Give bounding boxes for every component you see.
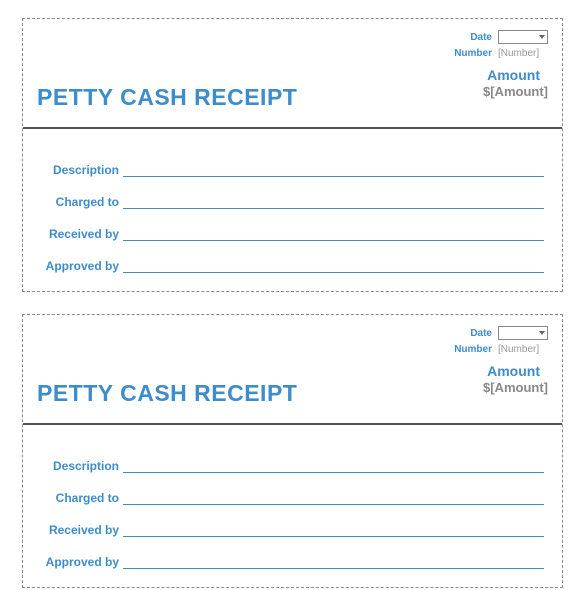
field-charged-to: Charged to [41, 485, 544, 505]
charged-to-label: Charged to [41, 195, 123, 209]
receipt-meta: Date Number [Number] Amount $[Amount] [454, 325, 548, 395]
field-description: Description [41, 157, 544, 177]
approved-by-label: Approved by [41, 259, 123, 273]
field-received-by: Received by [41, 517, 544, 537]
field-description: Description [41, 453, 544, 473]
amount-value: $[Amount] [483, 380, 548, 395]
receipt-title: PETTY CASH RECEIPT [37, 84, 297, 111]
received-by-label: Received by [41, 523, 123, 537]
receipt-header: Date Number [Number] Amount $[Amount] PE… [23, 19, 562, 129]
description-line[interactable] [123, 459, 544, 473]
charged-to-label: Charged to [41, 491, 123, 505]
date-picker[interactable] [498, 30, 548, 44]
received-by-line[interactable] [123, 523, 544, 537]
received-by-label: Received by [41, 227, 123, 241]
approved-by-label: Approved by [41, 555, 123, 569]
amount-label: Amount [487, 67, 540, 83]
number-label: Number [454, 48, 492, 59]
field-approved-by: Approved by [41, 253, 544, 273]
approved-by-line[interactable] [123, 555, 544, 569]
receipt-card: Date Number [Number] Amount $[Amount] PE… [22, 314, 563, 588]
receipt-title: PETTY CASH RECEIPT [37, 380, 297, 407]
receipt-fields: Description Charged to Received by Appro… [23, 129, 562, 291]
number-label: Number [454, 344, 492, 355]
charged-to-line[interactable] [123, 491, 544, 505]
amount-value: $[Amount] [483, 84, 548, 99]
field-charged-to: Charged to [41, 189, 544, 209]
number-value: [Number] [498, 48, 548, 59]
number-value: [Number] [498, 344, 548, 355]
charged-to-line[interactable] [123, 195, 544, 209]
description-label: Description [41, 163, 123, 177]
receipt-fields: Description Charged to Received by Appro… [23, 425, 562, 587]
field-approved-by: Approved by [41, 549, 544, 569]
receipt-header: Date Number [Number] Amount $[Amount] PE… [23, 315, 562, 425]
receipt-meta: Date Number [Number] Amount $[Amount] [454, 29, 548, 99]
date-picker[interactable] [498, 326, 548, 340]
amount-label: Amount [487, 363, 540, 379]
description-label: Description [41, 459, 123, 473]
received-by-line[interactable] [123, 227, 544, 241]
date-label: Date [470, 328, 492, 339]
field-received-by: Received by [41, 221, 544, 241]
receipt-card: Date Number [Number] Amount $[Amount] PE… [22, 18, 563, 292]
description-line[interactable] [123, 163, 544, 177]
date-label: Date [470, 32, 492, 43]
approved-by-line[interactable] [123, 259, 544, 273]
